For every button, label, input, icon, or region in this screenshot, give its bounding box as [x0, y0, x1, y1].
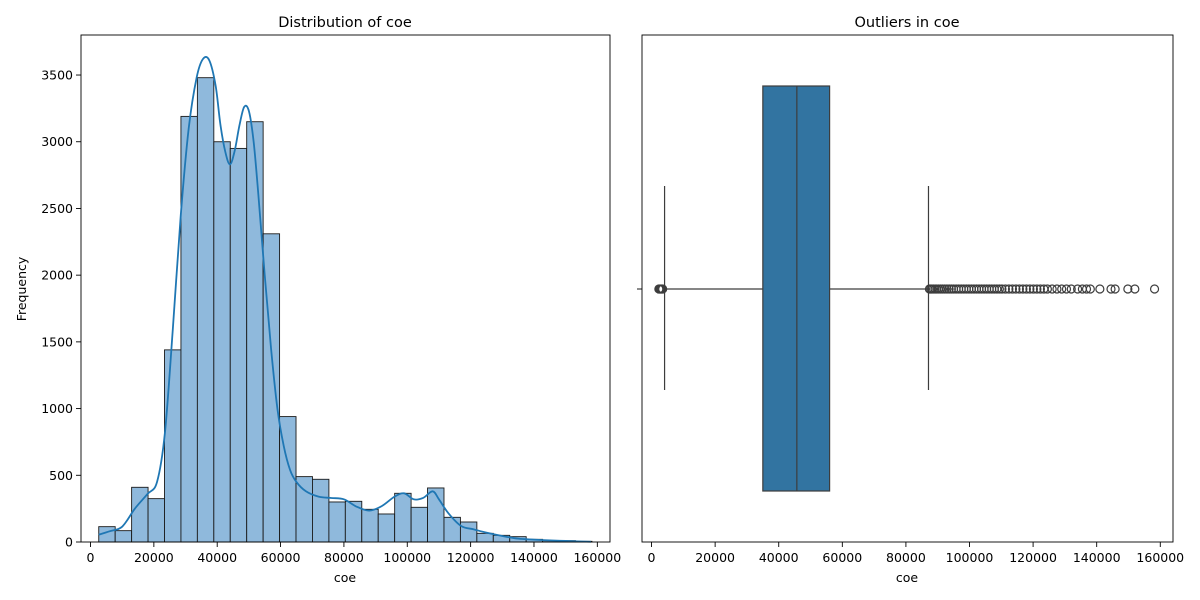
x-tick-label: 0 — [648, 550, 656, 565]
outlier-point — [1110, 284, 1120, 294]
histogram-bar — [394, 492, 412, 543]
outlier-point — [1073, 284, 1083, 294]
outlier-point — [1028, 284, 1039, 294]
outlier-point — [658, 284, 668, 294]
histogram-y-label: Frequency — [14, 256, 29, 321]
y-tick-label: 0 — [65, 535, 73, 550]
outlier-point — [997, 284, 1007, 294]
outlier-point — [1130, 284, 1140, 294]
histogram-bar — [229, 147, 248, 543]
histogram-axes-frame — [80, 34, 611, 543]
y-tick-label: 2500 — [41, 201, 73, 216]
x-tick-label: 160000 — [1136, 550, 1184, 565]
boxplot-axes-frame — [641, 34, 1174, 543]
outlier-point — [1018, 284, 1028, 294]
x-tick-label: 60000 — [261, 550, 301, 565]
outlier-point — [1025, 284, 1035, 294]
outlier-point — [1106, 284, 1116, 294]
histogram-panel: Distribution of coe 0 20000 40000 60000 8000… — [14, 15, 621, 585]
x-tick-label: 40000 — [197, 550, 237, 565]
histogram-bar — [459, 521, 478, 543]
histogram-bar — [114, 530, 133, 543]
outlier-point — [1047, 284, 1057, 294]
histogram-bar — [377, 513, 396, 543]
histogram-bar — [147, 498, 165, 543]
outlier-point — [1000, 284, 1011, 294]
y-tick-label: 2000 — [41, 268, 73, 283]
outlier-point — [1021, 284, 1032, 294]
outlier-point — [1004, 284, 1014, 294]
x-tick-label: 140000 — [1073, 550, 1121, 565]
histogram-bar — [213, 141, 231, 543]
outlier-point — [1011, 284, 1021, 294]
x-tick-label: 100000 — [946, 550, 994, 565]
boxplot-title: Outliers in coe — [855, 15, 960, 31]
histogram-bar — [328, 501, 346, 543]
histogram-y-ticks: 0 500 1000 1500 2000 2500 3000 3500 — [41, 68, 81, 550]
x-tick-label: 80000 — [324, 550, 364, 565]
histogram-bar — [164, 349, 182, 543]
boxplot-x-label: coe — [896, 570, 919, 585]
y-tick-label: 3500 — [41, 68, 73, 83]
x-tick-label: 80000 — [886, 550, 926, 565]
histogram-bar — [361, 508, 379, 543]
outlier-point — [1032, 284, 1042, 294]
x-tick-label: 20000 — [134, 550, 174, 565]
outlier-point — [1035, 284, 1046, 294]
x-tick-label: 140000 — [510, 550, 558, 565]
outlier-point — [1014, 284, 1025, 294]
boxplot-elements — [654, 85, 1160, 492]
histogram-title: Distribution of coe — [278, 15, 412, 31]
histogram-x-ticks: 0 20000 40000 60000 80000 100000 120000 140000 1… — [87, 542, 621, 565]
x-tick-label: 100000 — [383, 550, 431, 565]
y-tick-label: 1500 — [41, 334, 73, 349]
y-tick-label: 3000 — [41, 134, 73, 149]
histogram-bar — [246, 121, 264, 543]
outlier-point — [994, 284, 1004, 294]
x-tick-label: 160000 — [573, 550, 621, 565]
histogram-bar — [443, 516, 461, 543]
kde-curve — [98, 56, 592, 543]
outlier-point — [1057, 284, 1067, 294]
outlier-point — [1042, 284, 1053, 294]
boxplot-x-ticks: 0 20000 40000 60000 80000 100000 120000 140000 1… — [648, 542, 1184, 565]
outlier-point — [1081, 284, 1092, 294]
x-tick-label: 20000 — [695, 550, 735, 565]
outlier-point — [1149, 284, 1160, 294]
outlier-point — [1095, 284, 1105, 294]
outlier-point — [1123, 284, 1133, 294]
outlier-point — [1085, 284, 1095, 294]
histogram-bar — [410, 506, 428, 543]
outlier-point — [1052, 284, 1062, 294]
interquartile-box — [762, 85, 831, 492]
outlier-point — [1007, 284, 1018, 294]
histogram-bar — [476, 532, 494, 543]
x-tick-label: 60000 — [822, 550, 862, 565]
boxplot-panel: Outliers in coe 0 20000 40000 60000 80000 100… — [637, 15, 1184, 585]
histogram-bars — [98, 77, 593, 543]
y-tick-label: 1000 — [41, 401, 73, 416]
y-tick-label: 500 — [49, 468, 73, 483]
histogram-bar — [196, 77, 215, 543]
x-tick-label: 0 — [87, 550, 95, 565]
histogram-bar — [427, 487, 445, 543]
histogram-x-label: coe — [334, 570, 357, 585]
outlier-point — [1066, 284, 1076, 294]
outlier-point — [1061, 284, 1072, 294]
x-tick-label: 120000 — [1009, 550, 1057, 565]
histogram-bar — [312, 478, 330, 543]
x-tick-label: 120000 — [447, 550, 495, 565]
histogram-bar — [295, 476, 313, 543]
x-tick-label: 40000 — [759, 550, 799, 565]
